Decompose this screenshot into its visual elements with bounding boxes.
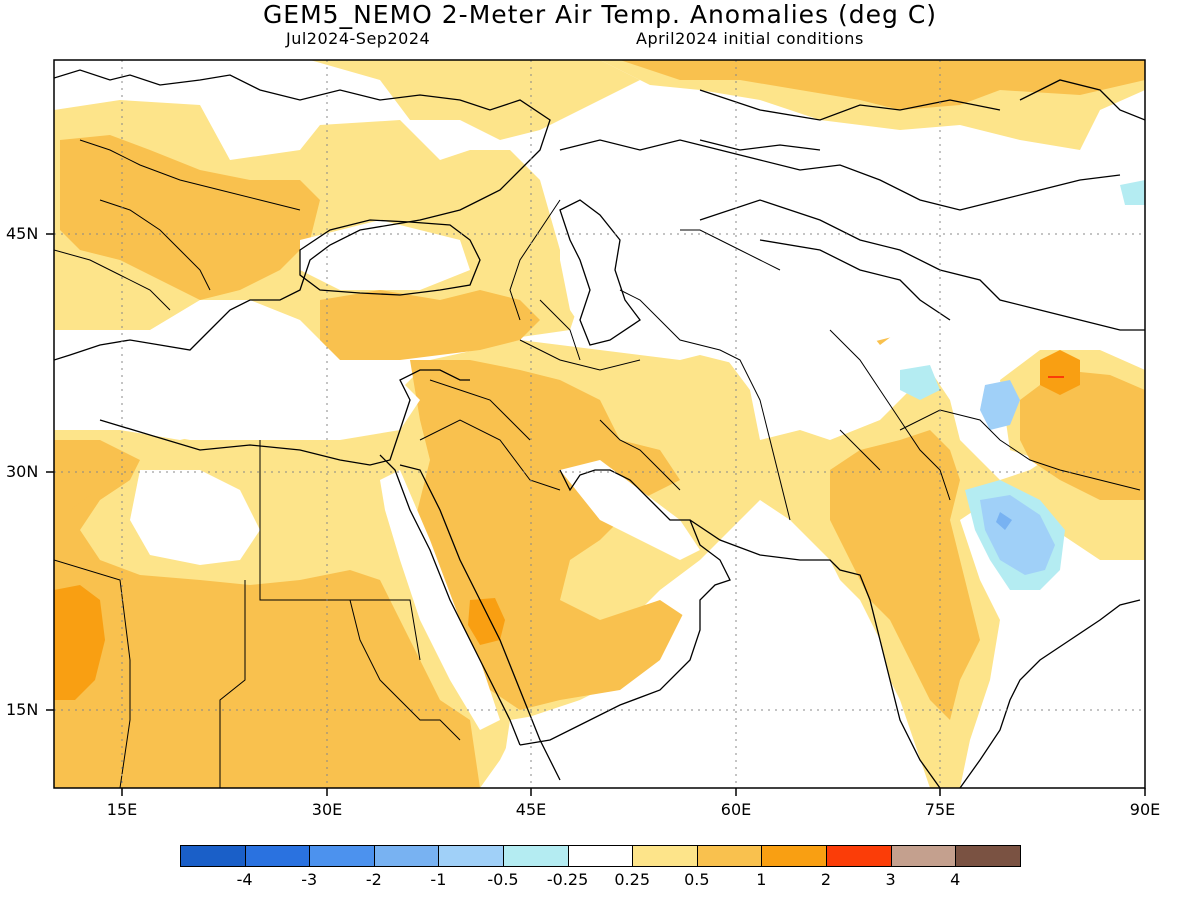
anomaly-region-caspian (560, 190, 660, 340)
anomaly-region-pakistan-india (830, 430, 980, 720)
anomaly-region-central-asia (550, 110, 1010, 370)
colorbar-label: 0.5 (684, 870, 710, 889)
map-title: GEM5_NEMO 2-Meter Air Temp. Anomalies (d… (262, 0, 938, 29)
lon-label-30e: 30E (311, 800, 343, 819)
anomaly-region-western-africa (54, 440, 110, 560)
anomaly-region-arabia-hot (468, 598, 505, 645)
axis-ticks (46, 233, 1146, 796)
grid-lines (54, 60, 1145, 788)
colorbar-swatch (567, 845, 634, 867)
lon-label-75e: 75E (924, 800, 956, 819)
anomaly-region-sahara (54, 440, 480, 788)
anomaly-region-turkey (320, 290, 540, 360)
anomaly-region-bay-of-bengal (970, 580, 1145, 788)
colorbar-swatch (244, 845, 311, 867)
anomaly-region-libya-hot (54, 585, 105, 700)
forecast-period: Jul2024-Sep2024 (286, 29, 431, 48)
colorbar-swatch (955, 845, 1021, 867)
coastlines (54, 69, 1145, 788)
map-frame (53, 59, 1146, 789)
anomaly-region-india-cooler (980, 495, 1055, 575)
colorbar-label: -1 (430, 870, 447, 889)
lat-label-15n: 15N (6, 700, 39, 719)
anomaly-region-balkans (60, 135, 320, 300)
colorbar-swatch (826, 845, 892, 867)
anomaly-region-sahara-white (130, 470, 260, 565)
colorbar-swatch (438, 845, 504, 867)
lat-label-45n: 45N (6, 224, 39, 243)
colorbar-swatch (761, 845, 827, 867)
anomaly-region-himalaya-cool (980, 380, 1020, 430)
colorbar-swatch (696, 845, 763, 867)
anomaly-region-east-cool (1120, 180, 1145, 205)
colorbar-label: 2 (820, 870, 832, 889)
colorbar-swatch (309, 845, 375, 867)
anomaly-region-india-coldest (996, 512, 1012, 530)
lon-label-60e: 60E (720, 800, 752, 819)
colorbar-label: -0.5 (487, 870, 519, 889)
anomaly-region-red-sea (380, 470, 500, 730)
anomaly-region-gulf (560, 460, 700, 560)
lon-label-15e: 15E (106, 800, 138, 819)
anomaly-region-mediterranean (54, 330, 420, 440)
colorbar-label: 0.25 (614, 870, 650, 889)
country-borders (54, 139, 1141, 788)
colorbar-label: -3 (301, 870, 318, 889)
colorbar-label: 3 (885, 870, 896, 889)
lon-label-45e: 45E (515, 800, 547, 819)
colorbar-swatch (180, 845, 246, 867)
lat-label-30n: 30N (6, 462, 39, 481)
initial-conditions: April2024 initial conditions (636, 29, 864, 48)
anomaly-region-eastern-europe (310, 60, 640, 140)
colorbar-label: 1 (756, 870, 767, 889)
anomaly-region-tibet-hot (1040, 350, 1080, 395)
lon-label-90e: 90E (1129, 800, 1161, 819)
colorbar-swatch (632, 845, 698, 867)
anomaly-region-siberia-warm (620, 60, 1145, 110)
colorbar-label: -4 (236, 870, 253, 889)
colorbar-swatch (890, 845, 957, 867)
anomaly-region-black-sea (300, 220, 470, 290)
colorbar-swatch (373, 845, 440, 867)
anomaly-region-indian-ocean (500, 700, 700, 788)
colorbar-label: -0.25 (546, 870, 589, 889)
colorbar-label: 4 (950, 870, 961, 889)
colorbar-label: -2 (365, 870, 382, 889)
anomaly-region-kashmir-cool (900, 365, 940, 400)
colorbar-swatch (503, 845, 569, 867)
